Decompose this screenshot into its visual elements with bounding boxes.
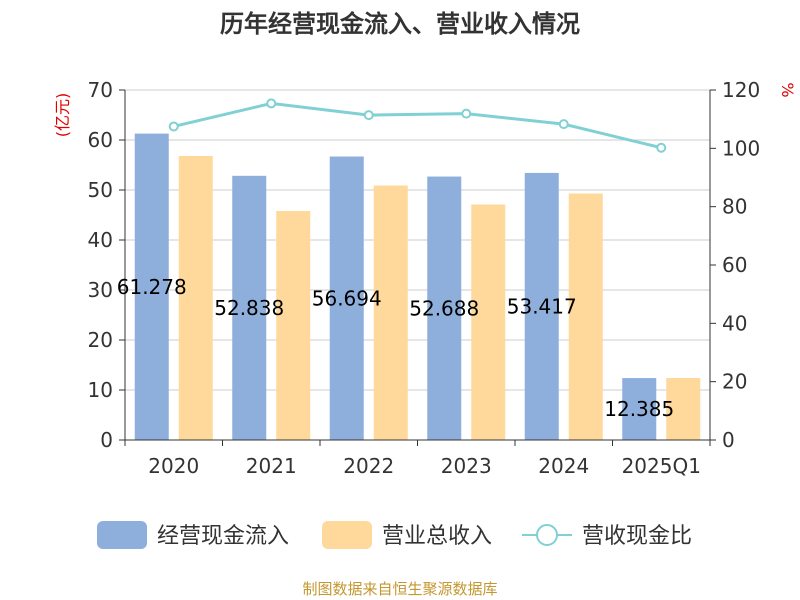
bar-data-label: 53.417 bbox=[507, 294, 577, 318]
right-axis-tick-label: 40 bbox=[722, 311, 747, 335]
bar-data-label: 52.838 bbox=[214, 296, 284, 320]
legend-swatch-line-marker bbox=[536, 524, 558, 546]
left-axis-tick-label: 50 bbox=[88, 178, 113, 202]
line-point bbox=[656, 142, 667, 153]
x-axis-tick-label: 2024 bbox=[538, 454, 589, 478]
left-axis-tick-label: 20 bbox=[88, 328, 113, 352]
right-axis-tick-label: 100 bbox=[722, 136, 760, 160]
right-axis-tick-label: 80 bbox=[722, 195, 747, 219]
bar-cash-inflow bbox=[232, 175, 267, 440]
bar-revenue bbox=[568, 193, 603, 440]
right-axis-tick-label: 120 bbox=[722, 78, 760, 102]
bar-cash-inflow bbox=[622, 378, 657, 440]
legend-label-cash-inflow: 经营现金流入 bbox=[157, 524, 289, 549]
legend: 经营现金流入 营业总收入 营收现金比 bbox=[97, 521, 692, 549]
right-axis-tick-label: 20 bbox=[722, 370, 747, 394]
line-series bbox=[168, 98, 667, 153]
bar-data-label: 56.694 bbox=[312, 286, 382, 310]
left-axis-tick-label: 40 bbox=[88, 228, 113, 252]
bar-cash-inflow bbox=[524, 172, 559, 441]
grid bbox=[125, 89, 710, 391]
line-point bbox=[266, 98, 277, 109]
legend-swatch-cash-inflow bbox=[97, 521, 147, 549]
bar-cash-inflow bbox=[427, 176, 462, 440]
chart-title: 历年经营现金流入、营业收入情况 bbox=[220, 10, 580, 38]
x-axis-tick-label: 2025Q1 bbox=[622, 454, 701, 478]
left-axis-tick-label: 30 bbox=[88, 278, 113, 302]
bar-data-label: 12.385 bbox=[604, 397, 674, 421]
bar-data-label: 52.688 bbox=[409, 296, 479, 320]
bars bbox=[134, 133, 701, 441]
data-labels: 61.278 52.838 56.694 52.688 53.417 12.385 bbox=[117, 275, 674, 421]
line-point bbox=[558, 119, 569, 130]
left-axis-tick-label: 10 bbox=[88, 378, 113, 402]
x-axis-tick-label: 2020 bbox=[148, 454, 199, 478]
axes: 0 10 20 30 40 50 60 70 0 20 40 60 80 100 120 2020 2021 20… bbox=[88, 78, 761, 478]
bar-cash-inflow bbox=[134, 133, 169, 441]
left-axis-tick-label: 60 bbox=[88, 128, 113, 152]
bar-revenue bbox=[666, 378, 701, 440]
left-axis-unit: (亿元) bbox=[53, 93, 72, 138]
bar-revenue bbox=[471, 204, 506, 440]
bar-data-label: 61.278 bbox=[117, 275, 187, 299]
source-note: 制图数据来自恒生聚源数据库 bbox=[302, 580, 497, 598]
right-axis-tick-label: 60 bbox=[722, 253, 747, 277]
line-point bbox=[461, 108, 472, 119]
x-axis-tick-label: 2023 bbox=[441, 454, 492, 478]
line-point bbox=[363, 110, 374, 121]
legend-label-revenue: 营业总收入 bbox=[382, 524, 492, 549]
right-axis-unit: % bbox=[778, 82, 797, 97]
bar-revenue bbox=[373, 185, 408, 440]
x-axis-tick-label: 2022 bbox=[343, 454, 394, 478]
bar-cash-inflow bbox=[329, 156, 364, 440]
x-axis-tick-label: 2021 bbox=[246, 454, 297, 478]
bar-revenue bbox=[276, 211, 311, 440]
right-axis-tick-label: 0 bbox=[722, 428, 735, 452]
bar-revenue bbox=[178, 156, 213, 440]
line-path bbox=[173, 101, 662, 150]
legend-label-ratio: 营收现金比 bbox=[582, 524, 692, 549]
line-point bbox=[168, 121, 179, 132]
legend-swatch-revenue bbox=[322, 521, 372, 549]
left-axis-tick-label: 70 bbox=[88, 78, 113, 102]
left-axis-tick-label: 0 bbox=[100, 428, 113, 452]
